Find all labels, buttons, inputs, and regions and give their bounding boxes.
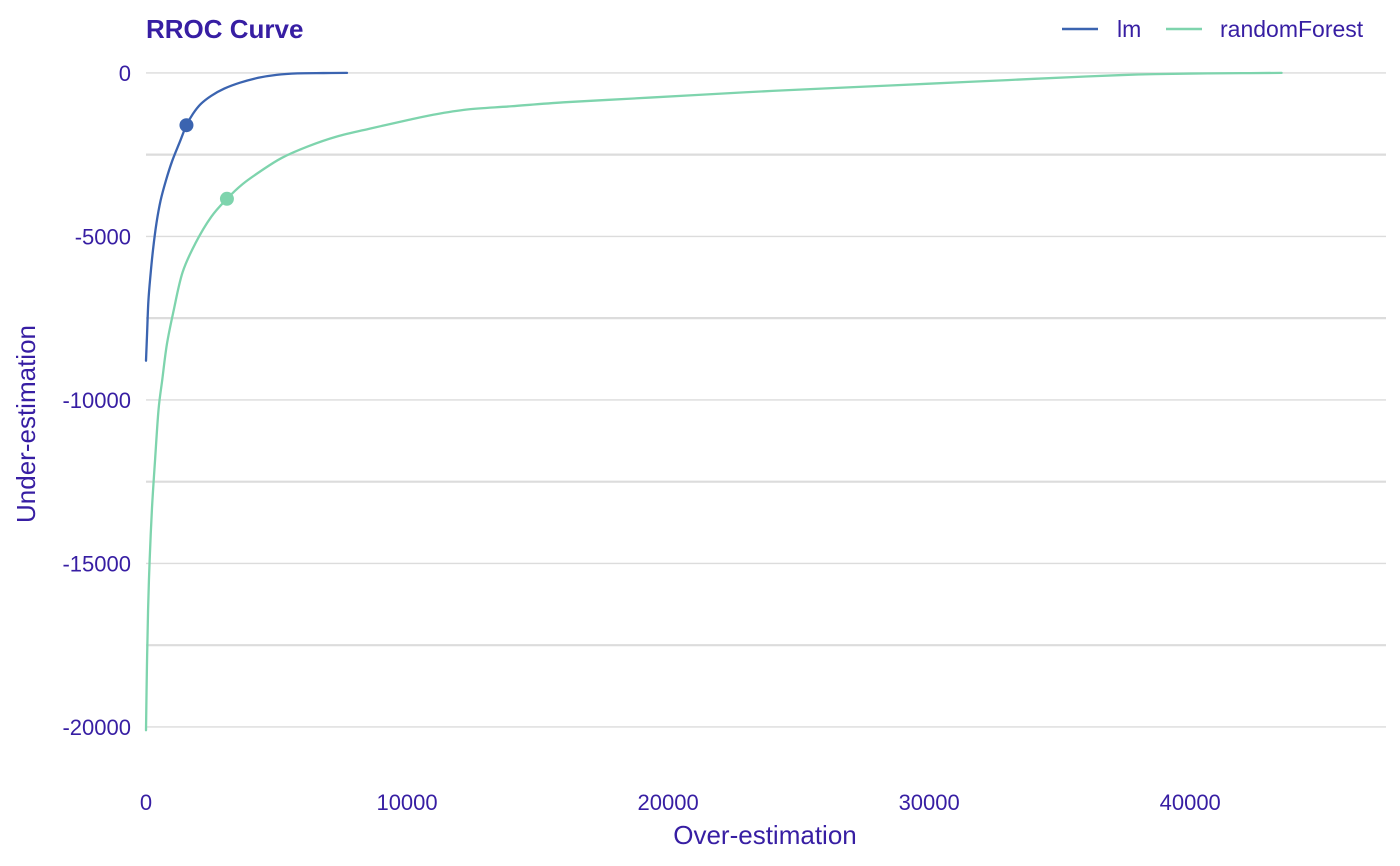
x-tick-label: 10000 (376, 790, 437, 815)
x-tick-label: 0 (140, 790, 152, 815)
legend-item-randomforest: randomForest (1166, 16, 1364, 42)
y-axis-title: Under-estimation (11, 325, 41, 523)
series-line-randomforest (144, 71, 1283, 732)
y-tick-label: -20000 (62, 715, 131, 740)
legend: lm randomForest (1062, 16, 1364, 42)
legend-label-lm: lm (1117, 16, 1141, 42)
x-tick-label: 20000 (638, 790, 699, 815)
y-tick-label: -15000 (62, 551, 131, 576)
x-axis-ticks: 0 10000 20000 30000 40000 (140, 790, 1221, 815)
y-tick-label: -10000 (62, 388, 131, 413)
series-lines (144, 71, 1283, 732)
legend-label-randomforest: randomForest (1220, 16, 1364, 42)
y-tick-label: 0 (119, 61, 131, 86)
legend-item-lm: lm (1062, 16, 1141, 42)
chart-title: RROC Curve (146, 14, 303, 44)
x-axis-title: Over-estimation (673, 820, 857, 850)
series-markers (179, 118, 234, 206)
series-marker-randomforest (219, 191, 234, 206)
gridlines (146, 72, 1386, 728)
x-tick-label: 40000 (1160, 790, 1221, 815)
x-tick-label: 30000 (899, 790, 960, 815)
y-tick-label: -5000 (75, 224, 131, 249)
y-axis-ticks: 0 -5000 -10000 -15000 -20000 (62, 61, 131, 740)
series-marker-lm (179, 118, 194, 133)
